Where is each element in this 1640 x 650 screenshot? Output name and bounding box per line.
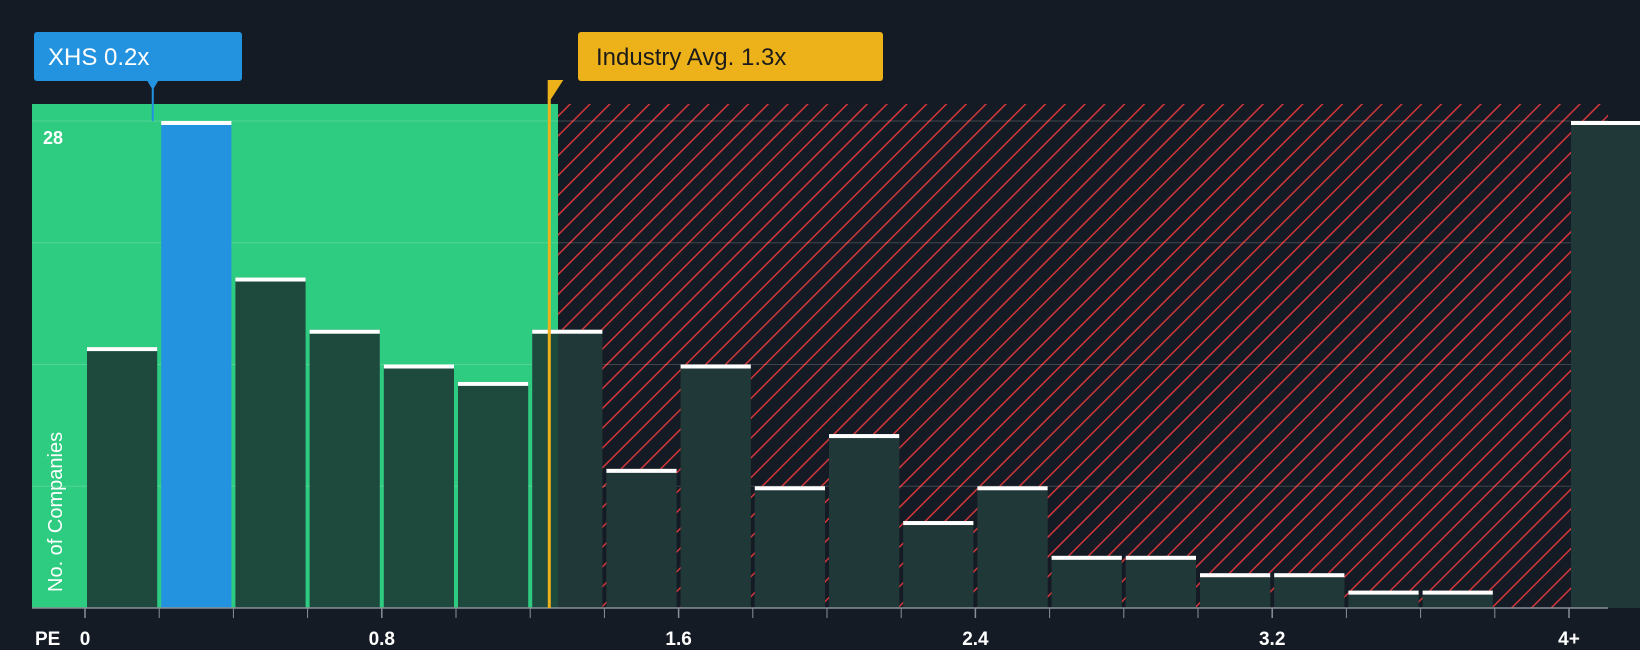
x-tick-label: 3.2 <box>1259 629 1285 650</box>
histogram-bar-cap <box>1348 590 1419 595</box>
histogram-bar-cap <box>829 434 900 439</box>
histogram-bar-cap <box>903 521 974 526</box>
histogram-bar-overvalued-shade <box>606 468 677 608</box>
x-axis-title: PE <box>35 629 60 650</box>
histogram-bar-overvalued-shade <box>1200 573 1271 608</box>
histogram-bar <box>458 381 529 608</box>
x-tick-label: 2.4 <box>962 629 989 650</box>
histogram-bar-cap <box>161 121 232 125</box>
histogram-bar-overvalued-shade <box>1422 590 1493 608</box>
y-max-label: 28 <box>43 128 63 148</box>
histogram-bar-overvalued-shade <box>1571 121 1640 608</box>
histogram-bar-cap <box>606 468 677 473</box>
histogram-bar <box>87 347 158 608</box>
histogram-bar-cap <box>1571 121 1640 125</box>
histogram-bar-overvalued-shade <box>1125 555 1196 608</box>
histogram-bar-cap <box>1274 573 1345 578</box>
histogram-bar <box>383 364 454 608</box>
histogram-bar-overvalued-shade <box>977 486 1048 608</box>
x-tick-label: 1.6 <box>665 629 691 650</box>
company-callout <box>34 32 242 81</box>
industry-average-label: Industry Avg. 1.3x <box>596 44 786 71</box>
histogram-bar <box>309 329 380 608</box>
histogram-bar-cap <box>754 486 825 491</box>
company-label: XHS 0.2x <box>48 44 149 71</box>
x-tick-label: 4+ <box>1558 629 1580 650</box>
histogram-bar-cap <box>87 347 158 352</box>
histogram-bar-cap <box>458 381 529 386</box>
industry-average-callout <box>578 32 883 81</box>
histogram-bar-overvalued-shade <box>1348 590 1419 608</box>
histogram-bar-cap <box>1422 590 1493 595</box>
histogram-bar <box>161 121 232 608</box>
histogram-bar-cap <box>977 486 1048 491</box>
histogram-bar-overvalued-shade <box>754 486 825 608</box>
histogram-bar-cap <box>1125 555 1196 560</box>
x-tick-label: 0.8 <box>369 629 395 650</box>
industry-average-callout-pointer <box>547 80 564 104</box>
histogram-bar-cap <box>1200 573 1271 578</box>
y-axis-title: No. of Companies <box>45 432 67 592</box>
histogram-bar-cap <box>383 364 454 369</box>
histogram-bar-cap <box>309 329 380 334</box>
histogram-bar-cap <box>235 277 306 282</box>
histogram-bar-overvalued-shade <box>558 329 603 608</box>
histogram-bar-overvalued-shade <box>680 364 751 608</box>
histogram-bar-overvalued-shade <box>903 521 974 608</box>
histogram-bar-cap <box>532 329 603 334</box>
histogram-bar-overvalued-shade <box>1274 573 1345 608</box>
histogram-bar-cap <box>680 364 751 369</box>
histogram-bar-overvalued-shade <box>829 434 900 608</box>
x-tick-label: 0 <box>80 629 91 650</box>
histogram-bar-overvalued-shade <box>1051 555 1122 608</box>
histogram-bar-cap <box>1051 555 1122 560</box>
histogram-bar <box>235 277 306 608</box>
